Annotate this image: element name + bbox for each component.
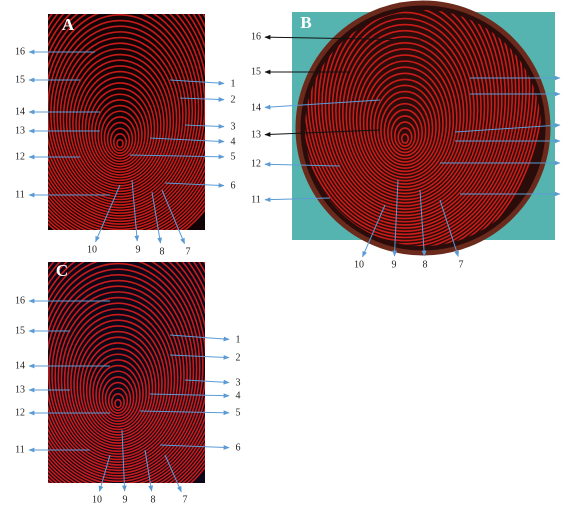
region-label: 8: [160, 246, 165, 257]
region-label: 14: [15, 106, 25, 117]
region-label: 13: [15, 384, 25, 395]
region-label: 16: [15, 46, 25, 57]
region-label: 1: [236, 334, 241, 345]
region-label: 13: [251, 129, 261, 140]
region-label: 12: [15, 407, 25, 418]
region-label: 9: [136, 244, 141, 255]
region-label: 7: [183, 494, 188, 505]
region-label: 12: [15, 151, 25, 162]
region-label: 15: [15, 74, 25, 85]
region-label: 1: [231, 78, 236, 89]
region-label: 8: [423, 259, 428, 270]
region-label: 12: [251, 158, 261, 169]
region-label: 14: [15, 360, 25, 371]
region-label: 7: [186, 246, 191, 257]
panel-letter: A: [62, 15, 75, 34]
figure: A12345678910111213141516B789101112131415…: [0, 0, 572, 506]
region-label: 2: [236, 352, 241, 363]
region-label: 10: [92, 494, 102, 505]
region-label: 16: [15, 295, 25, 306]
region-label: 4: [236, 390, 241, 401]
region-label: 8: [151, 494, 156, 505]
region-label: 3: [236, 377, 241, 388]
panel-letter: C: [56, 261, 68, 280]
region-label: 13: [15, 125, 25, 136]
region-label: 9: [123, 494, 128, 505]
region-label: 9: [392, 259, 397, 270]
region-label: 4: [231, 136, 236, 147]
region-label: 11: [251, 194, 261, 205]
region-label: 15: [15, 325, 25, 336]
region-label: 6: [231, 180, 236, 191]
region-label: 3: [231, 121, 236, 132]
region-label: 11: [15, 189, 25, 200]
region-label: 15: [251, 66, 261, 77]
panel-letter: B: [300, 13, 311, 32]
region-label: 5: [236, 407, 241, 418]
region-label: 11: [15, 444, 25, 455]
region-label: 7: [459, 259, 464, 270]
region-label: 2: [231, 94, 236, 105]
region-label: 5: [231, 151, 236, 162]
region-label: 10: [87, 244, 97, 255]
region-label: 10: [354, 259, 364, 270]
region-label: 14: [251, 102, 261, 113]
region-label: 6: [236, 442, 241, 453]
region-label: 16: [251, 31, 261, 42]
